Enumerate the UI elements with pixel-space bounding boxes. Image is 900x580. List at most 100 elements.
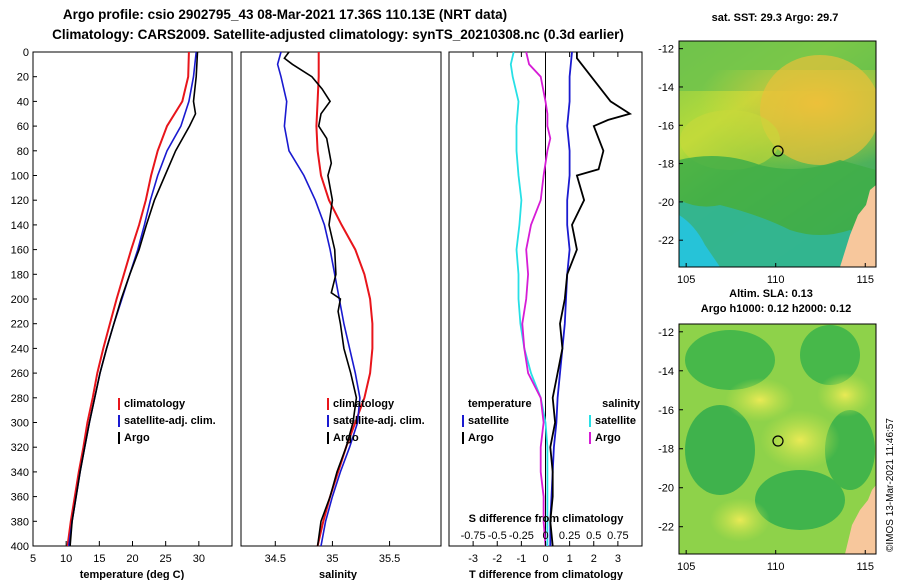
series-line-argo [69, 51, 199, 547]
depth-tick-label: 20 [17, 72, 29, 84]
legend-t-satellite: satellite [468, 415, 509, 427]
t-diff-tick-label: -2 [492, 553, 502, 565]
depth-tick-label: 60 [17, 121, 29, 133]
salinity-legend-argo: Argo [333, 432, 359, 444]
s-diff-tick-label: 0.25 [559, 530, 580, 542]
salinity-tick-label: 35.5 [379, 553, 400, 565]
salinity-legend-satellite: satellite-adj. clim. [333, 415, 425, 427]
depth-tick-label: 200 [11, 294, 29, 306]
map-lat-tick-label: -20 [658, 483, 674, 495]
series-line-climatology [66, 51, 190, 547]
depth-tick-label: 340 [11, 467, 29, 479]
depth-tick-label: 400 [11, 541, 29, 553]
difference-panel: -3 -2 -1 0 1 2 3 -0.75 -0.5 -0.25 0 0.25 0.5 0.75 S … [448, 51, 643, 580]
temperature-tick-label: 10 [60, 553, 72, 565]
sla-map-image [679, 324, 876, 554]
map-lat-tick-label: -18 [658, 159, 674, 171]
s-diff-tick-label: -0.75 [461, 530, 486, 542]
temperature-legend-satellite: satellite-adj. clim. [124, 415, 216, 427]
legend-salinity-title: salinity [602, 398, 641, 410]
sst-map: sat. SST: 29.3 Argo: 29.7 [658, 12, 877, 286]
salinity-xlabel: salinity [319, 569, 358, 580]
difference-xlabel: T difference from climatology [469, 569, 624, 580]
depth-tick-label: 260 [11, 368, 29, 380]
map-lat-tick-label: -22 [658, 522, 674, 534]
temperature-tick-label: 15 [93, 553, 105, 565]
depth-tick-label: 300 [11, 418, 29, 430]
depth-tick-label: 280 [11, 393, 29, 405]
map-lat-tick-label: -14 [658, 366, 674, 378]
legend-t-argo: Argo [468, 432, 494, 444]
map-lon-tick-label: 115 [856, 274, 874, 286]
temperature-xlabel: temperature (deg C) [80, 569, 185, 580]
map-lat-tick-label: -12 [658, 327, 674, 339]
map-lon-tick-label: 115 [856, 561, 874, 573]
sst-map-image [679, 41, 876, 267]
map-lat-tick-label: -12 [658, 44, 674, 56]
depth-tick-label: 140 [11, 220, 29, 232]
series-line-salinity-argo [521, 51, 552, 547]
temperature-legend-climatology: climatology [124, 398, 186, 410]
s-difference-axis-label: S difference from climatology [469, 513, 625, 525]
legend-s-argo: Argo [595, 432, 621, 444]
salinity-legend: climatology satellite-adj. clim. Argo [327, 398, 425, 444]
sst-map-frame [678, 40, 877, 268]
series-line-argo [283, 51, 358, 547]
series-line-temperature-satellite [549, 51, 573, 546]
imos-timestamp: ©IMOS 13-Mar-2021 11:46:57 [885, 418, 896, 552]
map-lat-tick-label: -16 [658, 120, 674, 132]
series-line-temperature-argo [549, 52, 633, 547]
salinity-tick-label: 35 [326, 553, 338, 565]
salinity-legend-climatology: climatology [333, 398, 395, 410]
temperature-tick-label: 25 [160, 553, 172, 565]
map-lon-tick-label: 110 [767, 274, 785, 286]
temperature-panel: 5 10 15 20 25 30 0 20 40 60 80 100 120 140 160 180 200 2… [11, 47, 453, 580]
map-lat-tick-label: -16 [658, 405, 674, 417]
map-lat-tick-label: -18 [658, 444, 674, 456]
t-diff-tick-label: -1 [516, 553, 526, 565]
depth-tick-label: 320 [11, 442, 29, 454]
depth-tick-label: 380 [11, 516, 29, 528]
depth-tick-label: 180 [11, 269, 29, 281]
sla-map-title-line1: Altim. SLA: 0.13 [729, 288, 813, 300]
s-diff-tick-label: -0.5 [488, 530, 507, 542]
sst-argo-location-marker [772, 145, 784, 157]
figure-title-line1: Argo profile: csio 2902795_43 08-Mar-202… [63, 7, 507, 22]
s-diff-tick-label: 0 [542, 530, 548, 542]
temperature-tick-label: 20 [126, 553, 138, 565]
s-diff-tick-label: 0.75 [607, 530, 628, 542]
depth-tick-label: 240 [11, 343, 29, 355]
s-diff-tick-label: -0.25 [509, 530, 534, 542]
series-line-satellite-adj-clim- [276, 51, 361, 547]
depth-tick-label: 220 [11, 319, 29, 331]
map-lon-tick-label: 105 [677, 274, 695, 286]
depth-tick-label: 360 [11, 492, 29, 504]
map-lon-tick-label: 110 [767, 561, 785, 573]
depth-tick-label: 80 [17, 146, 29, 158]
map-lat-tick-label: -14 [658, 82, 674, 94]
t-diff-tick-label: 3 [615, 553, 621, 565]
map-lat-tick-label: -20 [658, 197, 674, 209]
temperature-tick-label: 30 [193, 553, 205, 565]
t-diff-tick-label: 1 [567, 553, 573, 565]
t-diff-tick-label: 2 [591, 553, 597, 565]
salinity-tick-label: 34.5 [265, 553, 286, 565]
difference-legend: temperature satellite Argo salinity sate… [462, 398, 641, 444]
temperature-tick-label: 5 [30, 553, 36, 565]
figure-title-line2: Climatology: CARS2009. Satellite-adjuste… [52, 27, 624, 42]
depth-tick-label: 40 [17, 96, 29, 108]
series-line-salinity-satellite [509, 51, 549, 546]
sst-map-title: sat. SST: 29.3 Argo: 29.7 [712, 12, 839, 24]
t-diff-tick-label: 0 [542, 553, 548, 565]
depth-tick-label: 120 [11, 195, 29, 207]
legend-s-satellite: satellite [595, 415, 636, 427]
sla-map: Altim. SLA: 0.13 Argo h1000: 0.12 h2000:… [658, 288, 877, 573]
temperature-legend-argo: Argo [124, 432, 150, 444]
salinity-panel: 34.5 35 35.5 salinity climatology satellit… [240, 51, 442, 580]
sla-argo-location-marker [772, 435, 784, 447]
sla-map-frame [678, 323, 877, 555]
depth-tick-label: 100 [11, 171, 29, 183]
map-lat-tick-label: -22 [658, 235, 674, 247]
depth-tick-label: 0 [23, 47, 29, 59]
